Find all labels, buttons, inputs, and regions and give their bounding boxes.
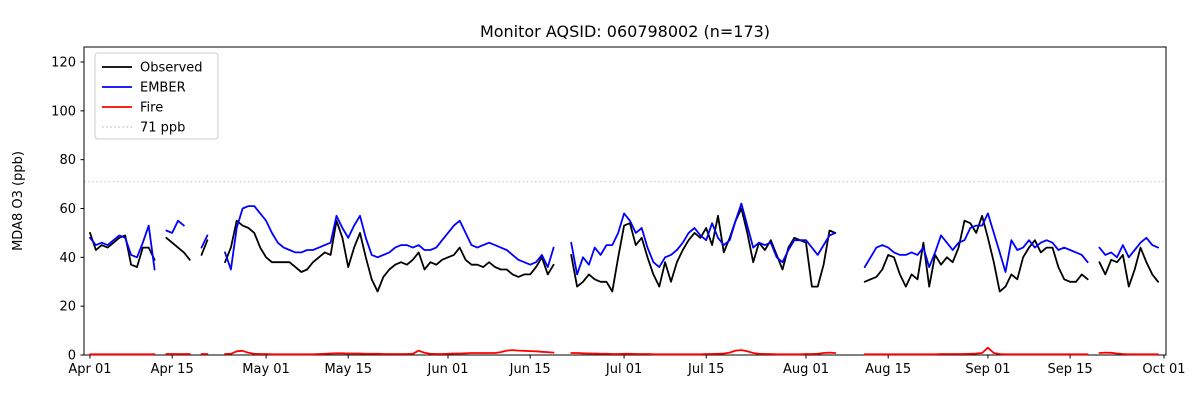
legend-label: Fire [140,101,163,116]
y-tick-label: 100 [51,104,76,119]
y-axis-label: MDA8 O3 (ppb) [11,151,26,251]
x-tick-label: Aug 15 [865,362,911,377]
x-tick-label: Sep 15 [1048,362,1093,377]
x-axis-ticks: Apr 01 Apr 15 May 01 May 15 Jun 01 Jun 15 Jul … [68,355,1186,377]
legend-label: EMBER [140,81,186,96]
y-tick-label: 20 [59,300,76,315]
x-tick-label: May 15 [324,362,372,377]
legend: Observed EMBER Fire 71 ppb [94,52,219,140]
y-tick-label: 40 [59,251,76,266]
x-tick-label: Apr 15 [151,362,194,377]
y-tick-label: 0 [68,349,76,364]
y-axis-ticks: 0 20 40 60 80 100 120 [51,56,84,364]
x-tick-label: Sep 01 [965,362,1010,377]
y-tick-label: 60 [59,202,76,217]
legend-label: Observed [140,61,203,76]
y-tick-label: 80 [59,153,76,168]
chart-title: Monitor AQSID: 060798002 (n=173) [480,22,770,41]
y-tick-label: 120 [51,56,76,71]
x-tick-label: May 01 [242,362,290,377]
x-tick-label: Jun 15 [509,362,551,377]
legend-label: 71 ppb [140,121,185,136]
legend-box [94,52,219,140]
x-tick-label: Jul 15 [687,362,724,377]
plot-border [83,46,1167,356]
x-tick-label: Apr 01 [68,362,111,377]
x-tick-label: Aug 01 [783,362,829,377]
series-line-fire [89,346,1159,356]
series-line-ember [89,202,1159,276]
series-line-observed [89,207,1159,293]
x-tick-label: Oct 01 [1142,362,1185,377]
x-tick-label: Jul 01 [605,362,642,377]
x-tick-label: Jun 01 [427,362,469,377]
